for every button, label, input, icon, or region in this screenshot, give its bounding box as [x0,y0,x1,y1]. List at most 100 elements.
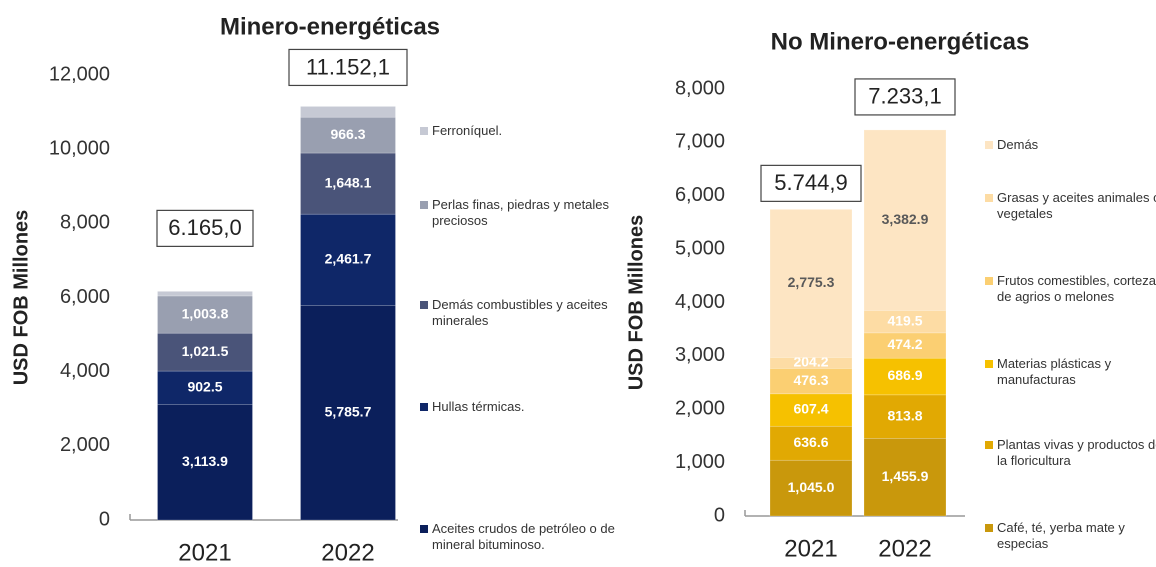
data-label: 474.2 [887,336,922,352]
chart-title: No Minero-energéticas [771,28,1030,55]
y-tick-label: 8,000 [675,77,725,99]
legend-label: Café, té, yerba mate y especias [997,520,1125,551]
legend-label: Ferroníquel. [432,123,503,138]
legend-label: Aceites crudos de petróleo o de mineral … [432,521,615,552]
data-label: 607.4 [793,401,828,417]
legend-swatch [985,441,993,449]
legend-swatch [420,127,428,135]
legend-entry: Materias plásticas y manufacturas [985,356,1156,388]
bar-segment [157,295,253,334]
bar-segment [863,394,947,439]
legend-label: Perlas finas, piedras y metales precioso… [432,197,610,228]
bar-segment [863,437,947,517]
legend-label: Demás [997,137,1039,152]
x-tick-label: 2022 [321,539,374,566]
legend-label: Demás combustibles y aceites minerales [432,297,608,328]
y-tick-label: 2,000 [675,398,725,420]
legend-entry: Hullas térmicas. [420,399,632,415]
y-tick-label: 1,000 [675,451,725,473]
bar-segment [863,357,947,396]
legend-entry: Grasas y aceites animales o vegetales [985,190,1156,222]
bar-segment [300,213,396,306]
y-tick-label: 6,000 [675,184,725,206]
total-box [156,209,254,247]
total-box [288,48,408,87]
data-label: 476.3 [793,372,828,388]
data-label: 2,775.3 [788,274,835,290]
bar-segment [769,393,853,427]
bar-segment [769,209,853,358]
chart-title: Minero-energéticas [220,13,440,40]
data-label: 1,648.1 [325,174,372,190]
legend-label: Plantas vivas y productos de la floricul… [997,437,1156,468]
data-label: 5,785.7 [325,403,372,419]
data-label: 1,003.8 [182,305,229,321]
legend-entry: Aceites crudos de petróleo o de mineral … [420,521,632,553]
data-label: 3,382.9 [882,211,929,227]
y-tick-label: 4,000 [675,291,725,313]
data-label: 902.5 [187,378,222,394]
bar-segment [157,332,253,372]
data-label: 3,113.9 [182,453,228,469]
legend-swatch [985,194,993,202]
x-tick-label: 2021 [178,539,231,566]
legend-swatch [985,524,993,532]
data-label: 2,461.7 [325,251,372,267]
bar-segment [863,332,947,359]
total-box [854,78,956,116]
y-tick-label: 8,000 [60,212,110,234]
data-label: 1,455.9 [882,468,929,484]
bar-segment [157,291,253,297]
legend-entry: Perlas finas, piedras y metales precioso… [420,197,632,229]
bar-segment [769,368,853,395]
y-tick-label: 4,000 [60,360,110,382]
bar-segment [863,129,947,311]
data-label: 686.9 [887,367,922,383]
legend-label: Frutos comestibles, cortezas de agrios o… [997,273,1156,304]
legend-swatch [420,301,428,309]
legend-swatch [420,201,428,209]
total-label: 6.165,0 [168,215,241,240]
data-label: 1,021.5 [182,343,229,359]
total-label: 11.152,1 [306,54,390,79]
data-label: 636.6 [793,434,828,450]
x-tick-label: 2021 [784,535,837,562]
bar-segment [769,425,853,461]
y-tick-label: 12,000 [49,63,110,85]
y-tick-label: 0 [714,504,725,526]
y-tick-label: 2,000 [60,434,110,456]
y-tick-label: 3,000 [675,344,725,366]
legend-entry: Ferroníquel. [420,123,632,139]
data-label: 419.5 [887,312,922,328]
legend-swatch [420,525,428,533]
bar-segment [300,116,396,154]
legend-entry: Demás combustibles y aceites minerales [420,297,632,329]
data-label: 966.3 [330,126,365,142]
data-label: 813.8 [887,407,922,423]
legend-label: Materias plásticas y manufacturas [997,356,1112,387]
legend-swatch [985,141,993,149]
bar-segment [157,404,253,521]
y-tick-label: 0 [99,508,110,530]
bar-segment [300,152,396,215]
data-label: 204.2 [793,354,828,370]
bar-segment [300,305,396,521]
bar-segment [300,106,396,118]
y-tick-label: 5,000 [675,237,725,259]
legend-entry: Frutos comestibles, cortezas de agrios o… [985,273,1156,305]
y-axis-title: USD FOB Millones [625,215,647,391]
legend-label: Grasas y aceites animales o vegetales [997,190,1156,221]
x-tick-label: 2022 [878,535,931,562]
y-tick-label: 6,000 [60,286,110,308]
legend-label: Hullas térmicas. [432,399,525,414]
total-box [760,164,862,202]
y-tick-label: 7,000 [675,131,725,153]
legend-swatch [420,403,428,411]
y-tick-label: 10,000 [49,137,110,159]
data-label: 1,045.0 [788,479,835,495]
legend-entry: Demás [985,137,1156,153]
legend-entry: Plantas vivas y productos de la floricul… [985,437,1156,469]
y-axis-title: USD FOB Millones [10,210,32,386]
